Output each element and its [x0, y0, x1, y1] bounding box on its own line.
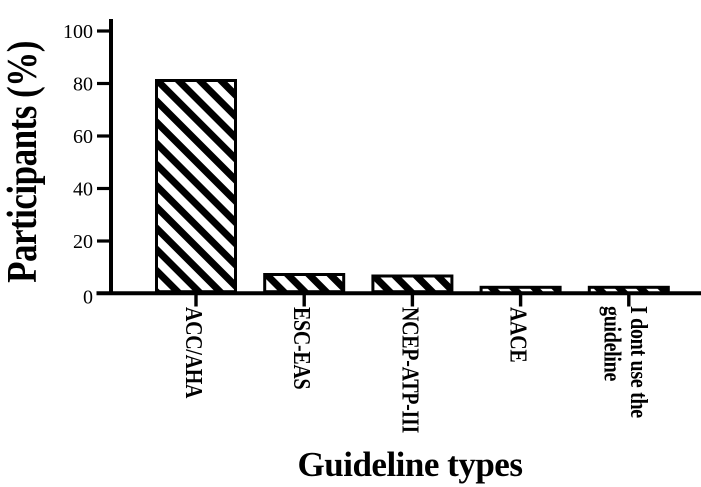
- svg-text:ESC-EAS: ESC-EAS: [289, 307, 316, 389]
- svg-text:20: 20: [73, 231, 93, 253]
- svg-text:guideline: guideline: [599, 306, 626, 382]
- svg-text:I dont use the: I dont use the: [625, 306, 652, 418]
- svg-text:ACC/AHA: ACC/AHA: [181, 307, 208, 399]
- svg-text:0: 0: [83, 286, 93, 308]
- svg-text:Guideline types: Guideline types: [298, 445, 523, 484]
- svg-text:NCEP-ATP-III: NCEP-ATP-III: [397, 307, 424, 433]
- svg-text:80: 80: [73, 74, 93, 96]
- svg-text:100: 100: [63, 21, 93, 43]
- svg-text:60: 60: [73, 126, 93, 148]
- svg-text:AACE: AACE: [505, 307, 532, 362]
- svg-text:40: 40: [73, 179, 93, 201]
- svg-text:Participants (%): Participants (%): [0, 41, 46, 283]
